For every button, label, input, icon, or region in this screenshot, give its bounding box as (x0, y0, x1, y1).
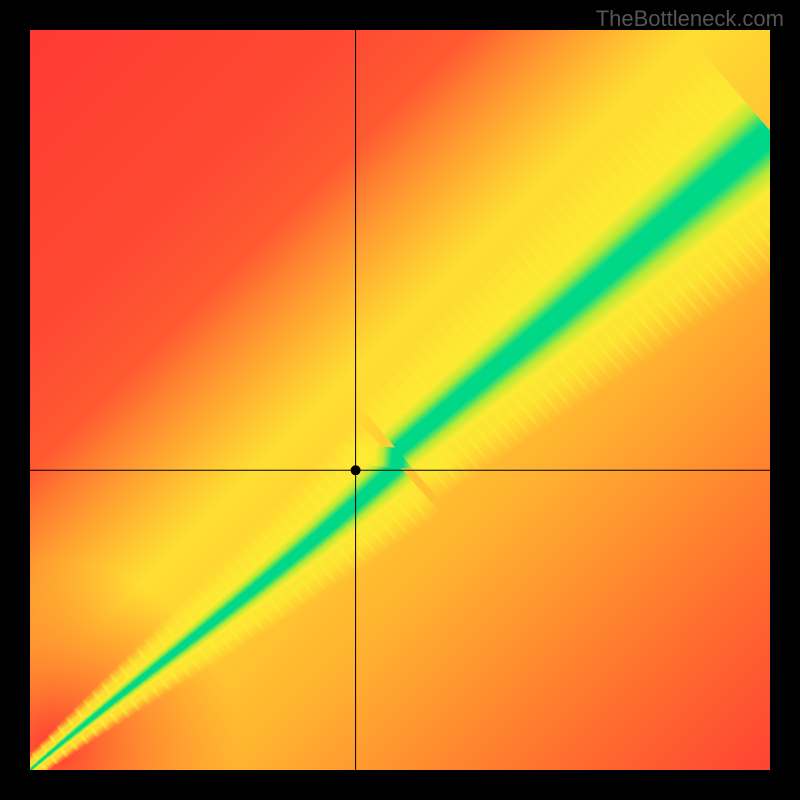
bottleneck-heatmap (0, 0, 800, 800)
stage: TheBottleneck.com (0, 0, 800, 800)
crosshair-point (351, 465, 361, 475)
watermark-text: TheBottleneck.com (596, 6, 784, 32)
plot-area (22, 30, 800, 780)
